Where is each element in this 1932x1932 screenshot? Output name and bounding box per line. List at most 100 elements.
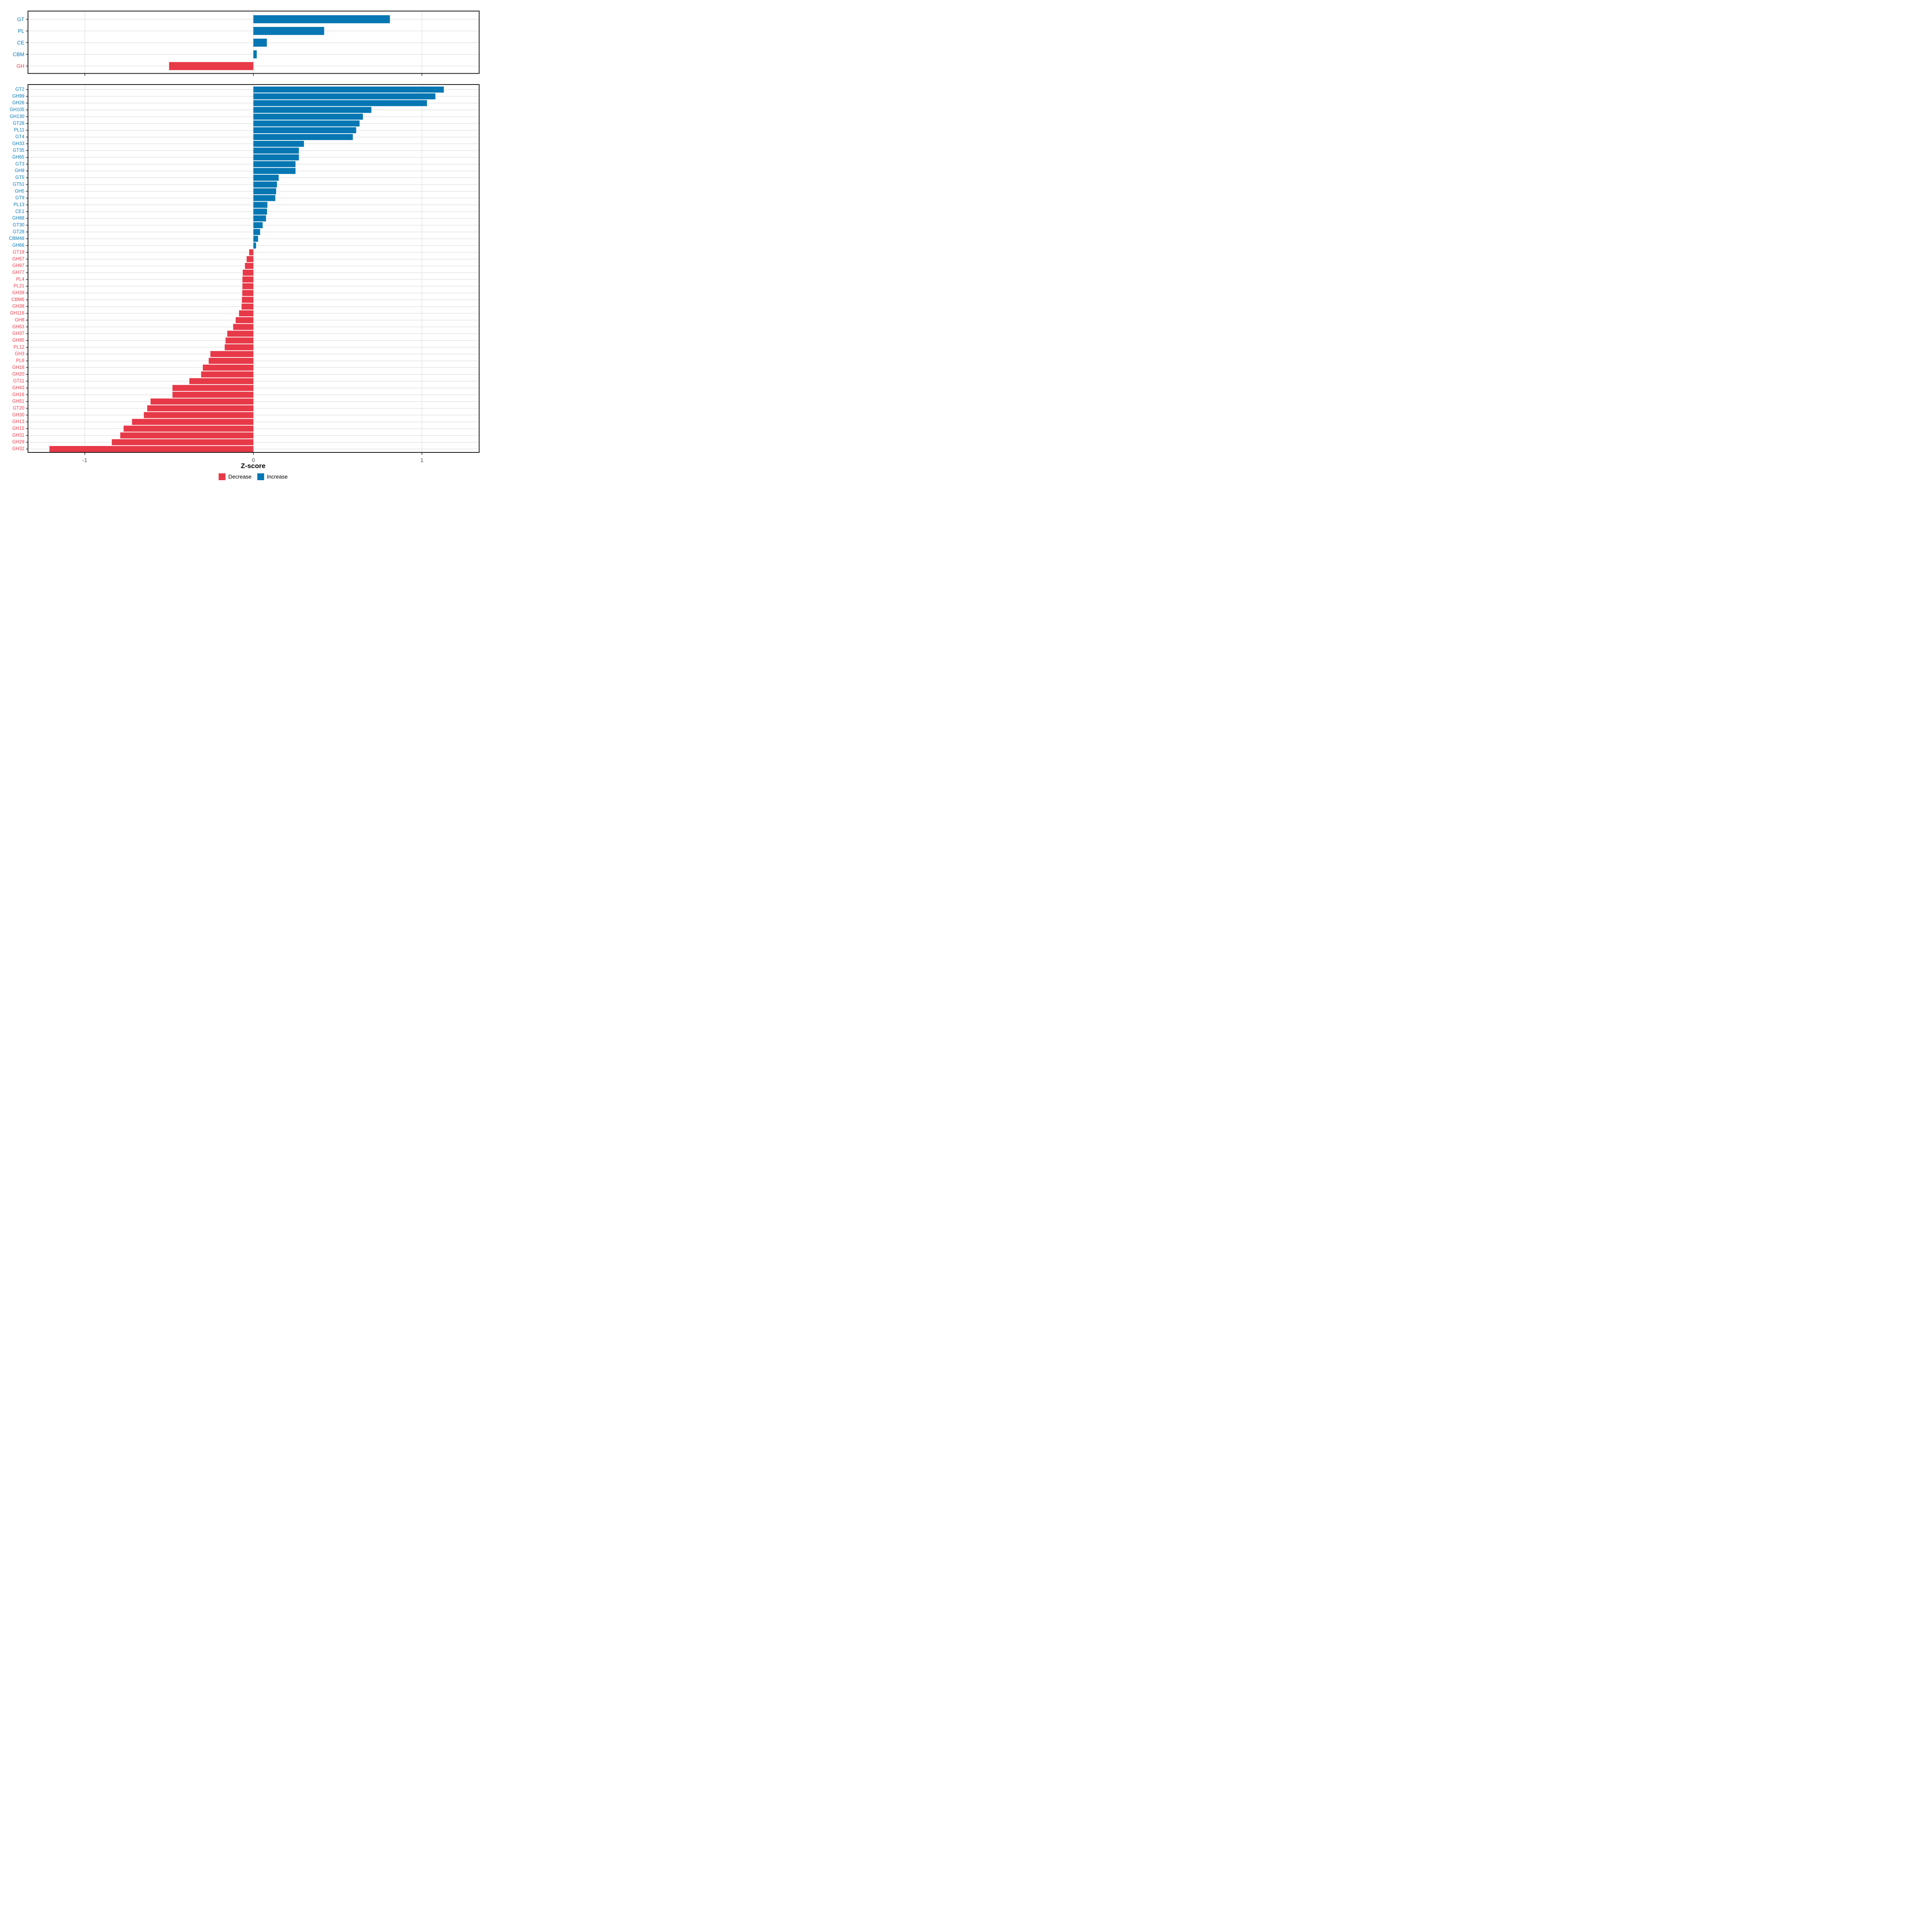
category-label-GT: GT — [17, 16, 24, 22]
category-label-GT2: GT2 — [15, 87, 24, 92]
bar-PL21 — [242, 283, 254, 289]
bar-CBM48 — [253, 235, 258, 242]
category-label-GT28: GT28 — [13, 229, 25, 234]
bar-PL8 — [208, 358, 254, 364]
bar-GT — [253, 15, 390, 23]
bar-GH15 — [124, 425, 254, 432]
bar-GH37 — [227, 330, 254, 337]
legend-label-decrease: Decrease — [228, 474, 252, 480]
category-label-GH31: GH31 — [12, 433, 24, 438]
category-label-GT19: GT19 — [13, 250, 25, 255]
category-label-CBM48: CBM48 — [9, 236, 24, 241]
bar-GT35 — [253, 147, 299, 154]
category-label-GH29: GH29 — [12, 440, 24, 445]
bar-GH5 — [253, 188, 277, 194]
panel-border-bottom — [27, 84, 480, 453]
bar-GH30 — [144, 412, 254, 418]
category-label-GH95: GH95 — [12, 338, 24, 343]
category-label-PL12: PL12 — [14, 345, 25, 350]
category-label-PL: PL — [18, 28, 25, 34]
category-label-GT5: GT5 — [15, 175, 24, 180]
chart-canvas: GTPLCECBMGHGT2GH99GH26GH105GH130GT26PL11… — [9, 10, 480, 463]
bar-CBM6 — [242, 297, 254, 303]
category-label-GT51: GT51 — [13, 182, 25, 187]
bar-GT20 — [147, 405, 254, 411]
category-label-GH30: GH30 — [12, 413, 24, 417]
bar-GT19 — [249, 249, 254, 256]
category-label-GH16: GH16 — [12, 392, 24, 397]
bar-GH51 — [151, 398, 254, 405]
category-label-GH13: GH13 — [12, 419, 24, 424]
bar-GH26 — [253, 100, 427, 106]
bar-GT51 — [253, 181, 277, 188]
bar-GT28 — [253, 229, 260, 235]
category-label-GH63: GH63 — [12, 324, 24, 329]
legend-item-increase: Increase — [257, 473, 288, 480]
bar-GH88 — [253, 215, 266, 222]
category-label-GH9: GH9 — [15, 169, 25, 173]
category-label-GH32: GH32 — [12, 447, 24, 452]
x-axis-title: Z-score — [241, 462, 266, 470]
category-label-GT11: GT11 — [13, 379, 25, 384]
bar-GH66 — [253, 242, 256, 249]
bar-GH105 — [253, 107, 372, 113]
panel-border-top — [27, 10, 480, 74]
category-label-GH88: GH88 — [12, 216, 24, 221]
x-tick-label--1: -1 — [83, 457, 88, 463]
bar-GH65 — [253, 154, 299, 161]
bar-GT2 — [253, 87, 444, 93]
bar-GH130 — [253, 114, 363, 120]
category-label-GT20: GT20 — [13, 406, 25, 411]
category-label-CBM: CBM — [13, 52, 25, 58]
bar-PL — [253, 27, 324, 35]
category-label-CBM6: CBM6 — [12, 297, 25, 302]
category-label-GH130: GH130 — [10, 114, 24, 119]
bar-GH77 — [243, 269, 254, 276]
category-label-GH: GH — [17, 63, 25, 69]
category-label-PL8: PL8 — [16, 359, 24, 363]
bar-GT5 — [253, 175, 279, 181]
category-label-GH5: GH5 — [15, 189, 25, 194]
bar-GT30 — [253, 222, 263, 228]
category-label-PL11: PL11 — [14, 128, 24, 133]
category-label-GH37: GH37 — [12, 331, 24, 336]
bar-GH31 — [120, 432, 254, 439]
category-label-GH105: GH105 — [10, 107, 24, 112]
bar-GH9 — [253, 168, 296, 174]
bar-GT26 — [253, 120, 360, 127]
bar-GH39 — [242, 290, 254, 296]
increase-swatch — [257, 473, 264, 480]
bar-GH33 — [253, 140, 304, 147]
bar-GH99 — [253, 93, 436, 99]
bar-GH38 — [242, 303, 254, 310]
bar-GT9 — [253, 195, 275, 201]
category-label-GT9: GT9 — [15, 196, 24, 200]
category-label-GT30: GT30 — [13, 223, 25, 228]
category-label-GH99: GH99 — [12, 94, 24, 99]
bar-GT4 — [253, 134, 353, 140]
legend: Decrease Increase — [219, 473, 288, 480]
legend-label-increase: Increase — [267, 474, 288, 480]
bar-GH18 — [202, 364, 254, 371]
category-label-CE1: CE1 — [15, 209, 24, 214]
z-score-bar-chart-figure: GT PL CE CBM GH GT2 GH99 GH26 GH105 GH130 GT26 PL11… — [0, 0, 483, 483]
bar-GT3 — [253, 161, 296, 167]
category-label-GH57: GH57 — [12, 257, 24, 262]
bar-GH — [169, 62, 254, 70]
category-label-GH39: GH39 — [12, 291, 24, 295]
category-label-GH3: GH3 — [15, 352, 25, 357]
bar-GH43 — [172, 385, 254, 391]
x-tick-label-0: 0 — [252, 457, 255, 463]
bar-GH97 — [245, 263, 254, 269]
bar-PL13 — [253, 202, 268, 208]
bar-GT11 — [189, 378, 254, 384]
category-label-GH65: GH65 — [12, 155, 24, 160]
category-label-PL21: PL21 — [14, 284, 25, 289]
bar-CE — [253, 38, 267, 47]
category-label-GH97: GH97 — [12, 264, 24, 268]
category-label-GH20: GH20 — [12, 372, 24, 377]
category-label-GH51: GH51 — [12, 399, 24, 404]
category-label-PL4: PL4 — [16, 277, 25, 282]
bar-PL11 — [253, 127, 356, 134]
bar-GH20 — [201, 371, 254, 378]
